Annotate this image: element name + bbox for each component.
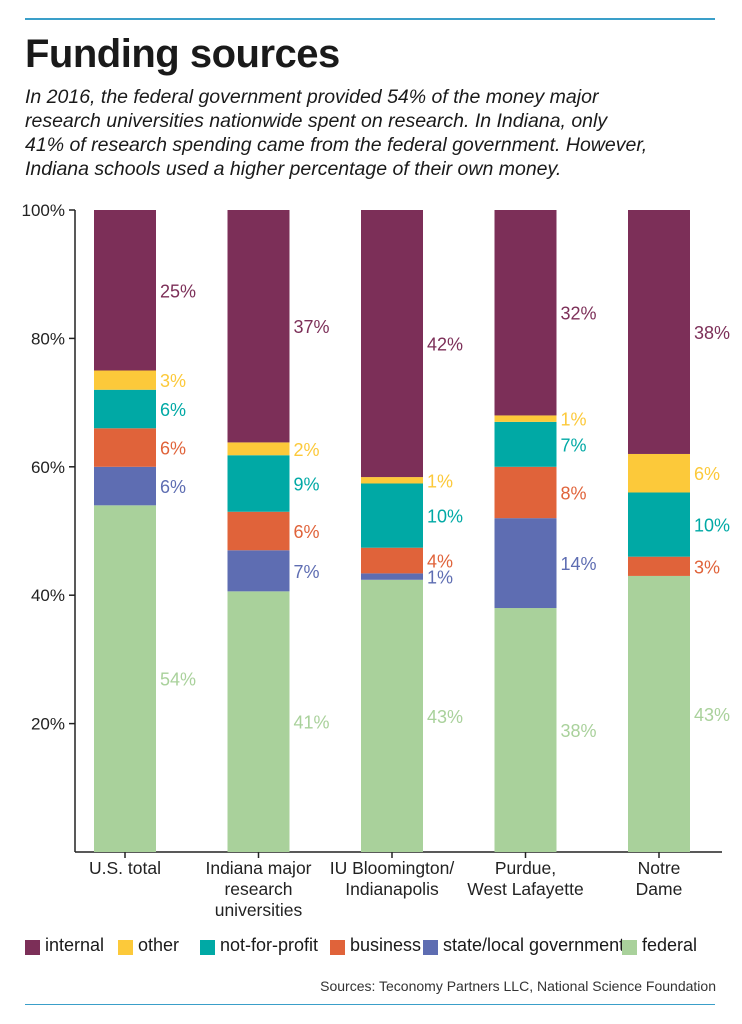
data-label: 41% [294, 713, 330, 733]
data-label: 54% [160, 670, 196, 690]
data-label: 10% [694, 516, 730, 536]
subtitle-line: In 2016, the federal government provided… [25, 86, 599, 108]
data-label: 1% [427, 471, 453, 491]
data-label: 6% [160, 400, 186, 420]
bar-segment [361, 477, 423, 484]
bar-segment [94, 389, 156, 429]
bar-segment [628, 453, 690, 493]
data-label: 43% [427, 707, 463, 727]
stacked-bar-chart: 20% 40% 60% 80% 100% 54% 6% 6% 6% 3% 25% U.S. total… [22, 201, 731, 920]
bar-segment [227, 511, 290, 551]
data-label: 38% [561, 721, 597, 741]
data-label: 9% [294, 474, 320, 494]
page-subtitle: In 2016, the federal government provided… [25, 85, 725, 181]
bar-segment [494, 466, 557, 519]
subtitle-line: Indiana schools used a higher percentage… [25, 158, 562, 180]
x-tick-label: universities [215, 900, 303, 920]
legend-swatch [118, 940, 133, 955]
x-tick-label: Purdue, [495, 858, 556, 878]
bar-segment [227, 455, 290, 512]
data-label: 3% [694, 557, 720, 577]
y-tick-label: 60% [31, 458, 65, 477]
x-tick-label: Indiana major [205, 858, 311, 878]
bar-segment [494, 415, 557, 422]
data-label: 6% [294, 522, 320, 542]
data-label: 25% [160, 281, 196, 301]
bar-segment [227, 442, 290, 456]
bar-segment [94, 466, 156, 506]
legend-swatch [200, 940, 215, 955]
bar-segment [628, 575, 690, 852]
data-label: 1% [427, 568, 453, 588]
x-tick-label: West Lafayette [467, 879, 583, 899]
bar-segment [628, 210, 690, 454]
data-label: 38% [694, 323, 730, 343]
bar-segment [494, 608, 557, 852]
x-tick-label: research [224, 879, 292, 899]
bar-segment [628, 492, 690, 557]
bar-segment [361, 210, 423, 478]
data-label: 14% [561, 554, 597, 574]
bar-segment [94, 370, 156, 390]
legend-swatch [423, 940, 438, 955]
x-tick-label: Indianapolis [345, 879, 439, 899]
bar-segment [361, 579, 423, 852]
x-tick-label: IU Bloomington/ [330, 858, 455, 878]
data-label: 8% [561, 483, 587, 503]
data-label: 43% [694, 705, 730, 725]
data-label: 7% [561, 435, 587, 455]
data-label: 4% [427, 552, 453, 572]
y-tick-label: 80% [31, 329, 65, 348]
bar-segment [361, 547, 423, 574]
bar-segment [94, 210, 156, 371]
y-tick-label: 100% [22, 201, 65, 220]
y-tick-label: 20% [31, 715, 65, 734]
legend-label: state/local government [443, 935, 625, 955]
legend-label: not-for-profit [220, 935, 319, 955]
data-label: 1% [561, 410, 587, 430]
bottom-rule [25, 1004, 715, 1005]
legend-label: internal [45, 935, 105, 955]
x-tick-label: U.S. total [89, 858, 161, 878]
subtitle-line: 41% of research spending came from the f… [25, 134, 648, 156]
subtitle-line: research universities nationwide spent o… [25, 110, 608, 132]
data-label: 6% [160, 477, 186, 497]
data-label: 42% [427, 335, 463, 355]
legend-swatch [330, 940, 345, 955]
bar-segment [494, 210, 557, 416]
bar-segment [94, 428, 156, 467]
bar-segment [227, 550, 290, 592]
top-rule [25, 18, 715, 20]
bar-segment [227, 591, 290, 852]
y-tick-label: 40% [31, 586, 65, 605]
legend-label: federal [642, 935, 698, 955]
page-title: Funding sources [25, 32, 340, 76]
legend-swatch [25, 940, 40, 955]
bar-segment [361, 573, 423, 580]
bar-segment [494, 518, 557, 609]
legend-swatch [622, 940, 637, 955]
data-label: 3% [160, 371, 186, 391]
legend-label: business [350, 935, 422, 955]
data-label: 32% [561, 304, 597, 324]
bar-segment [227, 210, 290, 443]
chart-legend: internal other not-for-profit business state… [25, 935, 725, 961]
bar-segment [494, 421, 557, 467]
bar-segment [628, 556, 690, 576]
source-note: Sources: Teconomy Partners LLC, National… [320, 978, 716, 994]
x-tick-label: Notre [638, 858, 681, 878]
data-label: 37% [294, 317, 330, 337]
legend-label: other [138, 935, 180, 955]
bar-segment [94, 505, 156, 852]
bar-segment [361, 483, 423, 548]
x-tick-label: Dame [636, 879, 683, 899]
data-label: 10% [427, 507, 463, 527]
data-label: 6% [694, 464, 720, 484]
data-label: 7% [294, 562, 320, 582]
data-label: 2% [294, 440, 320, 460]
data-label: 6% [160, 439, 186, 459]
